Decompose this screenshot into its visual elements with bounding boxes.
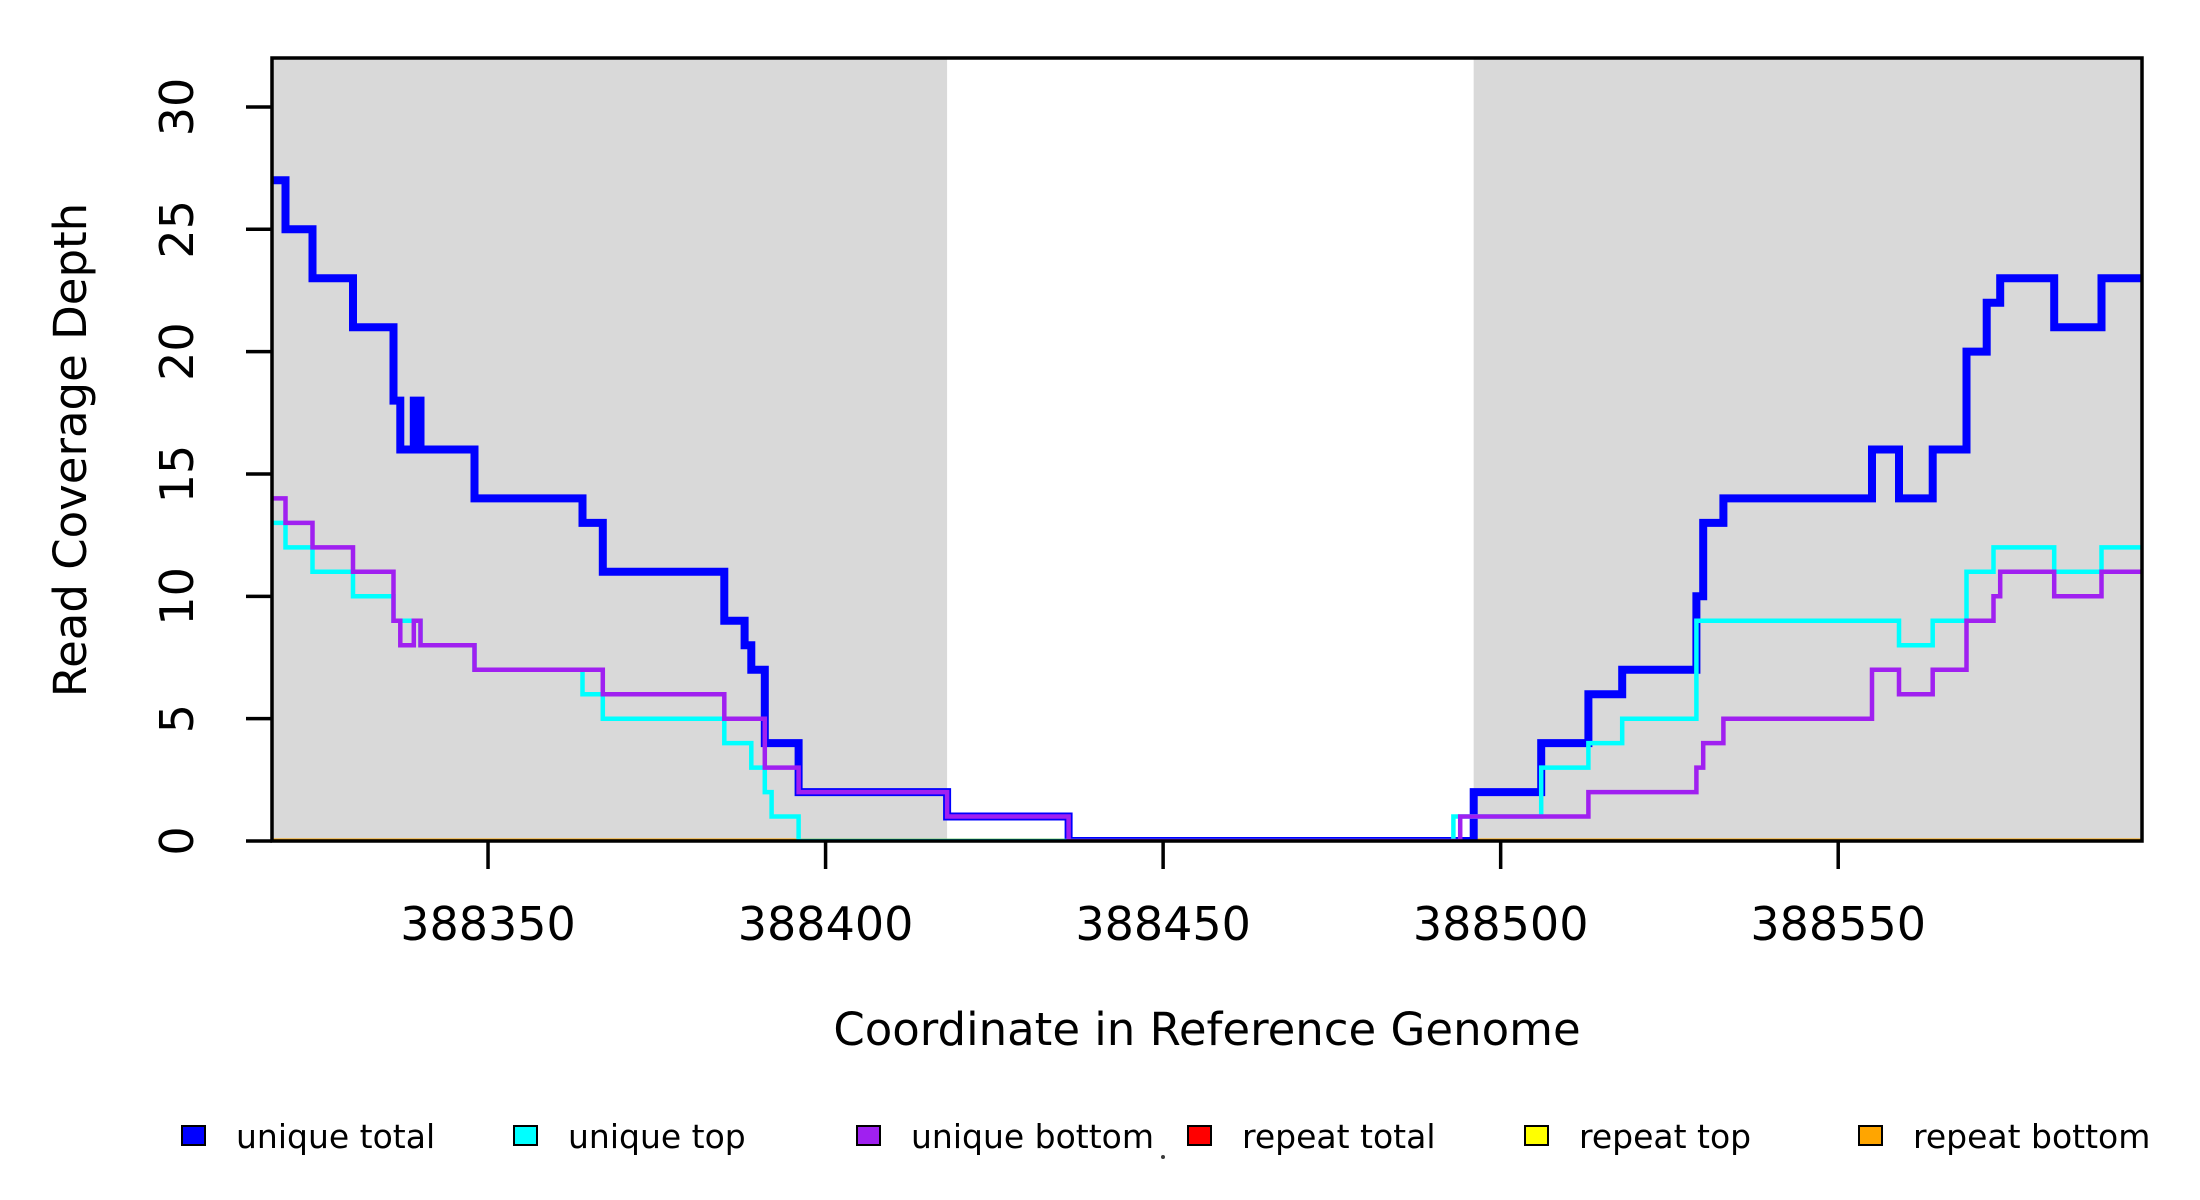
- series-lines: [272, 176, 2142, 841]
- y-axis-ticks: 0 5 10 15 20 25 30: [150, 78, 272, 856]
- x-axis-ticks: 388350 388400 388450 388500 388550: [400, 841, 1926, 951]
- y-tick-label: 10: [150, 567, 204, 626]
- x-tick-label: 388450: [1075, 897, 1251, 951]
- shaded-region: [272, 58, 948, 841]
- shaded-region: [1473, 58, 2142, 841]
- y-tick-label: 20: [150, 322, 204, 381]
- y-tick-label: 30: [150, 78, 204, 137]
- y-tick-label: 25: [150, 200, 204, 259]
- x-tick-label: 388550: [1750, 897, 1926, 951]
- y-tick-label: 15: [150, 445, 204, 504]
- y-tick-label: 0: [150, 826, 204, 855]
- series-line-unique-bottom: [272, 496, 2142, 841]
- x-axis-title: Coordinate in Reference Genome: [833, 1003, 1580, 1056]
- x-tick-label: 388350: [400, 897, 576, 951]
- plot-border: [270, 56, 2144, 843]
- shaded-regions: [272, 58, 2142, 841]
- x-tick-label: 388500: [1413, 897, 1589, 951]
- y-axis-title: Read Coverage Depth: [44, 203, 97, 697]
- x-tick-label: 388400: [738, 897, 914, 951]
- y-tick-label: 5: [150, 704, 204, 733]
